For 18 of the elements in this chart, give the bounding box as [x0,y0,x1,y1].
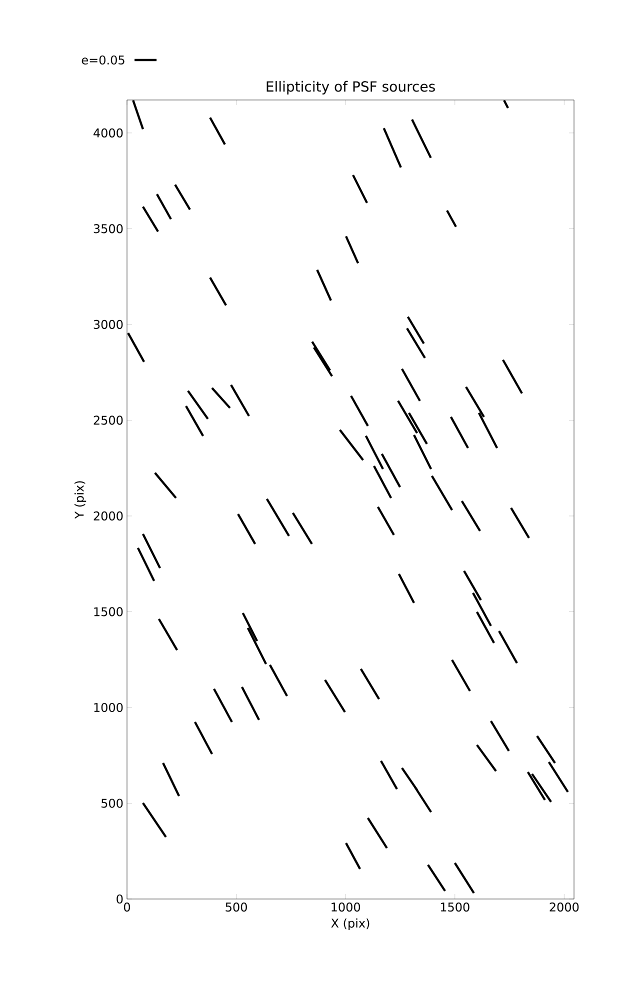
y-tick-label: 3500 [94,224,123,234]
y-tick-label: 4000 [94,128,123,138]
x-tick-label: 500 [226,902,247,912]
x-axis-title: X (pix) [331,918,370,930]
x-tick-label: 0 [124,902,130,912]
y-tick-label: 1000 [94,702,123,712]
chart-title: Ellipticity of PSF sources [266,80,435,94]
text: e=0.05 [82,55,124,65]
x-tick-label: 1500 [440,902,470,912]
y-tick-label: 3000 [94,320,123,329]
y-tick-label: 2500 [94,416,123,425]
y-tick-label: 1500 [94,607,123,616]
y-tick-label: 2000 [94,511,123,521]
y-tick-label: 0 [116,894,123,904]
y-axis-title: Y (pix) [74,481,86,519]
x-tick-label: 1000 [332,902,360,912]
y-tick-label: 500 [102,798,123,808]
x-tick-label: 2000 [550,902,579,912]
